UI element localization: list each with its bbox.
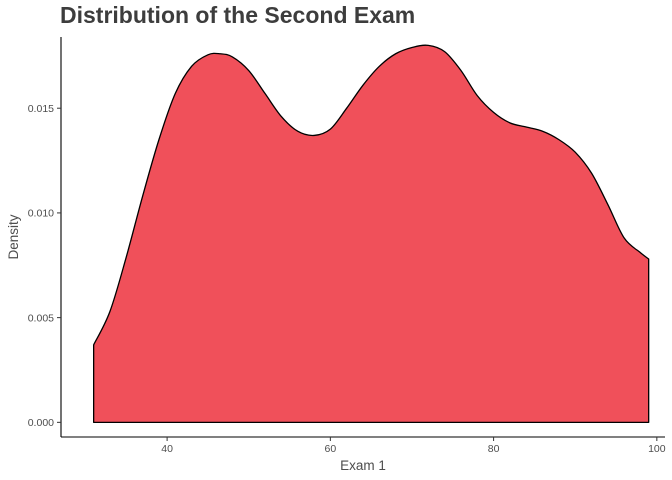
y-tick-label: 0.010 [28,208,54,220]
y-axis-title: Density [6,214,21,259]
x-tick-label: 40 [161,443,173,455]
x-tick-label: 60 [325,443,337,455]
x-tick-label: 100 [648,443,666,455]
chart-title: Distribution of the Second Exam [60,2,416,28]
density-area-series-1 [93,44,650,423]
y-tick-label: 0.000 [28,417,54,429]
x-axis-title: Exam 1 [340,458,386,473]
y-tick-label: 0.005 [28,312,54,324]
y-tick-label: 0.015 [28,103,54,115]
x-tick-label: 80 [488,443,500,455]
plot-area [93,44,650,423]
axes: 40 60 80 100 0.000 0.005 0.010 0.015 [28,37,666,455]
